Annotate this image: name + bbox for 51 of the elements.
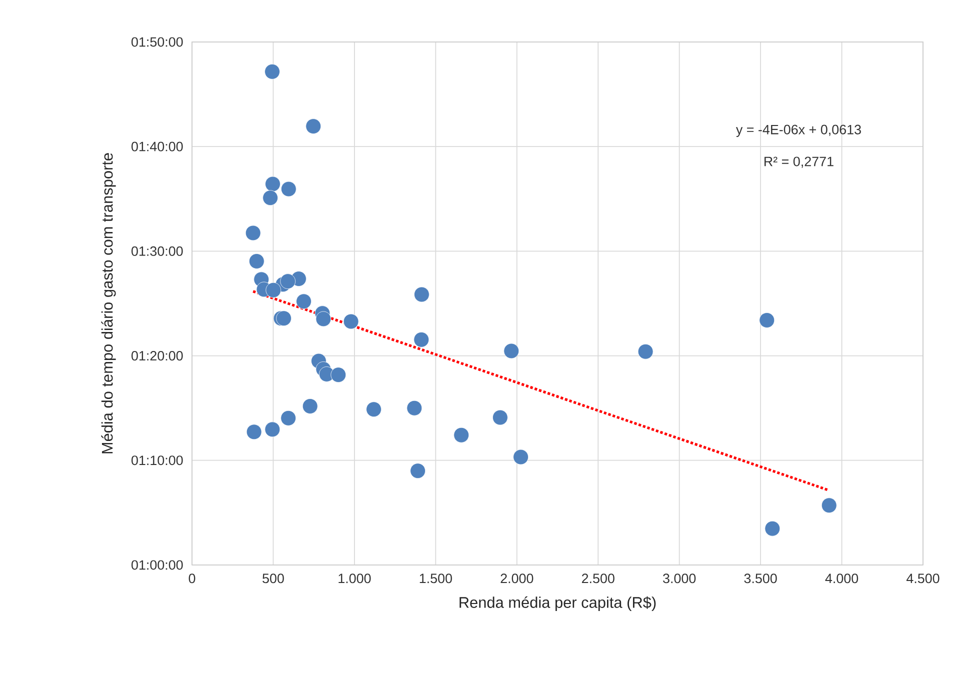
point (414, 332, 430, 348)
point (513, 449, 528, 465)
point (821, 498, 837, 514)
point (248, 254, 264, 269)
x-tick-label: 2.000 (500, 574, 534, 584)
point (276, 310, 292, 326)
y-tick-label: 01:50:00 (132, 37, 183, 47)
x-axis-title: Renda média per capita (R$) (460, 596, 656, 611)
y-tick-label: 01:40:00 (132, 142, 183, 152)
point (296, 294, 312, 310)
point (265, 176, 280, 192)
point (306, 118, 322, 134)
point (245, 225, 261, 241)
point (316, 311, 332, 327)
point (264, 64, 280, 80)
point (414, 286, 430, 302)
point (266, 282, 282, 298)
point (280, 410, 296, 426)
point (280, 181, 296, 197)
point (764, 520, 780, 536)
y-tick-label: 01:00:00 (132, 560, 183, 570)
y-tick-label: 01:10:00 (132, 456, 183, 466)
x-tick-label: 0 (188, 574, 196, 584)
x-tick-label: 500 (262, 574, 284, 584)
y-axis-title: Média do tempo diário gasto com transporte (101, 153, 116, 454)
point (280, 274, 296, 289)
point (406, 400, 422, 416)
point (246, 424, 262, 440)
x-tick-label: 4.000 (825, 574, 858, 584)
y-tick-label: 01:20:00 (132, 351, 183, 361)
point (759, 312, 775, 328)
x-tick-label: 3.000 (663, 574, 696, 584)
point (504, 343, 520, 359)
point (262, 190, 278, 206)
annotation: R² = 0,2771 (764, 156, 834, 168)
point (264, 422, 280, 438)
point (366, 402, 382, 418)
point (343, 314, 359, 330)
x-tick-label: 1.000 (338, 574, 371, 584)
x-tick-label: 3.500 (744, 574, 777, 584)
x-tick-label: 4.500 (906, 574, 940, 584)
point (410, 463, 426, 479)
point (302, 398, 318, 414)
annotation: y = -4E-06x + 0,0613 (736, 124, 861, 137)
y-tick-label: 01:30:00 (132, 246, 183, 256)
point (454, 427, 470, 443)
point (638, 344, 654, 360)
point (492, 410, 508, 426)
x-tick-label: 1.500 (420, 574, 452, 584)
point (330, 367, 346, 383)
x-tick-label: 2.500 (582, 574, 614, 584)
